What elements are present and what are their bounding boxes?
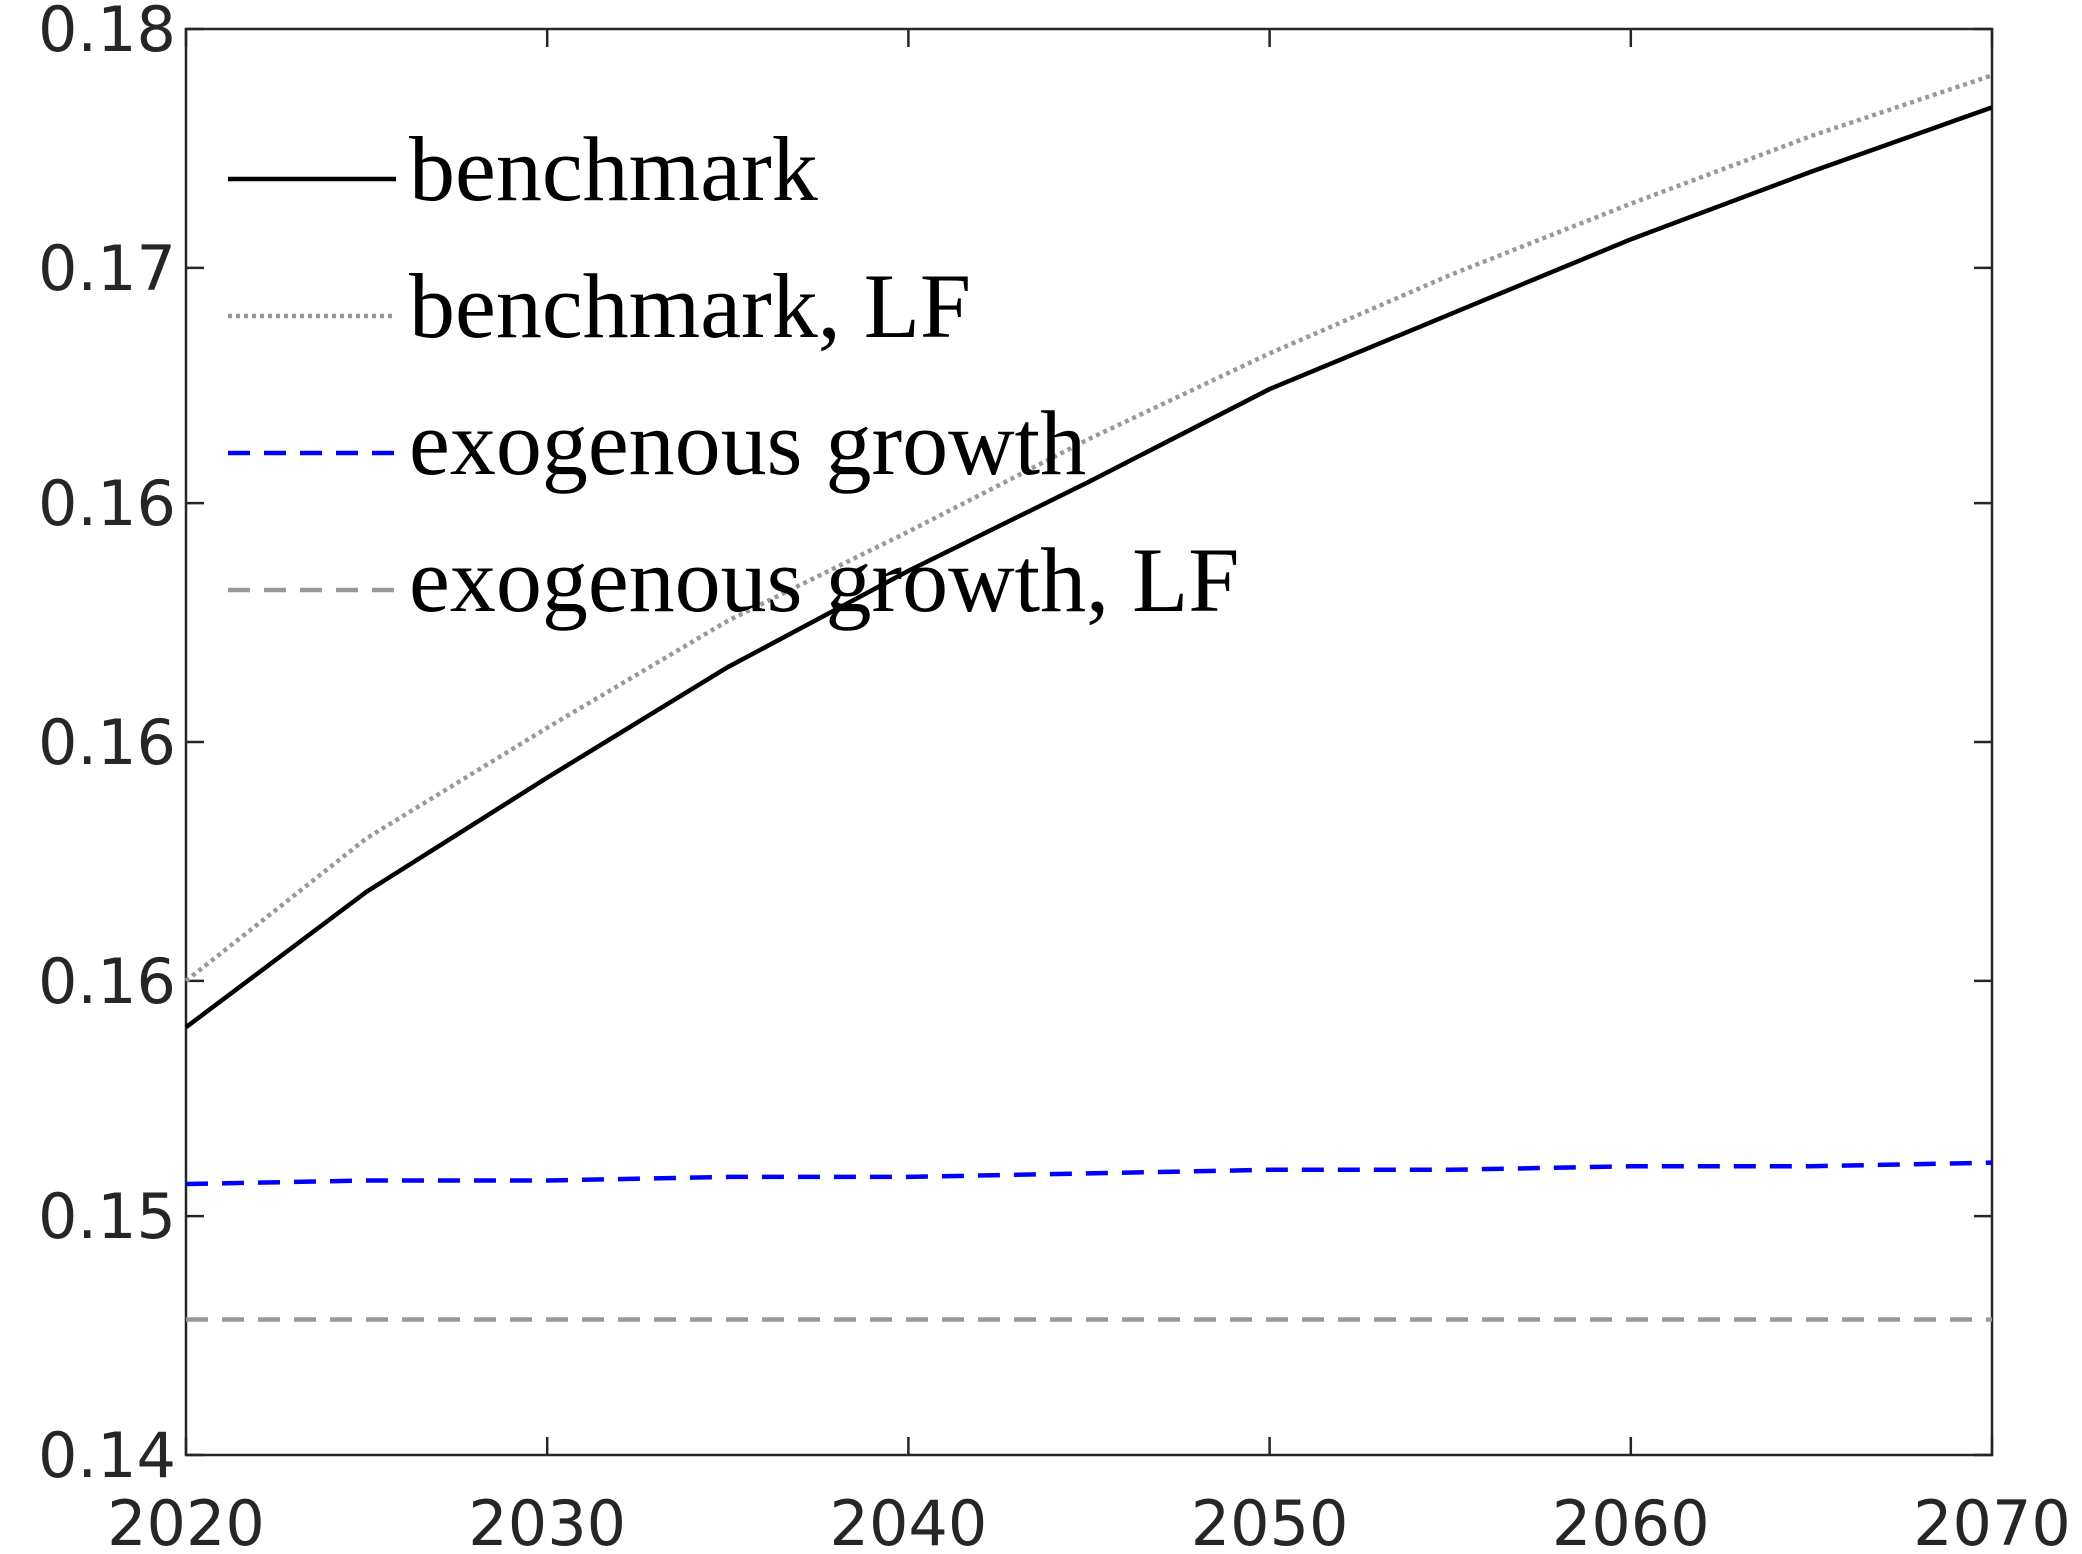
line-series (184, 73, 1993, 983)
y-tick-label: 0.14 (38, 1419, 176, 1492)
x-tick-label: 2050 (1191, 1487, 1349, 1554)
legend-label: exogenous growth, LF (409, 529, 1239, 631)
x-tick-label: 2020 (107, 1487, 265, 1554)
x-tick-label: 2040 (830, 1487, 988, 1554)
legend-label: benchmark, LF (409, 255, 971, 357)
x-tick-label: 2070 (1913, 1487, 2071, 1554)
y-tick-label: 0.17 (38, 232, 176, 305)
legend-label: exogenous growth (409, 392, 1086, 494)
legend-label: benchmark (409, 118, 818, 220)
line-series (185, 1160, 1993, 1187)
plot-frame (184, 27, 1994, 1457)
x-tick-label: 2030 (468, 1487, 626, 1554)
y-tick-label: 0.16 (38, 467, 176, 540)
y-tick-label: 0.16 (38, 706, 176, 779)
y-tick-label: 0.16 (38, 945, 176, 1018)
x-tick-label: 2060 (1552, 1487, 1710, 1554)
line-series (184, 105, 1993, 1029)
y-tick-label: 0.15 (38, 1180, 176, 1253)
y-tick-label: 0.18 (38, 0, 176, 66)
